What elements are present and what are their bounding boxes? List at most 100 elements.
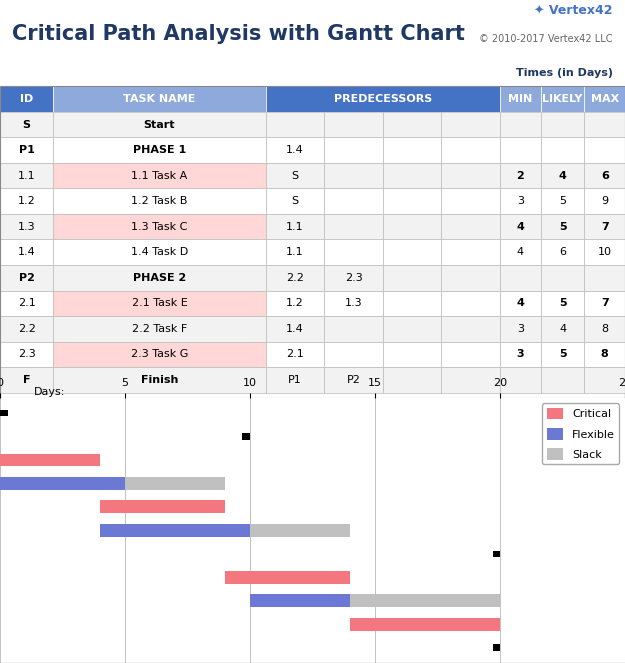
Text: 10: 10 [598, 247, 612, 257]
Text: 7: 7 [601, 298, 609, 308]
Text: 2.3: 2.3 [344, 272, 362, 282]
Text: 5: 5 [559, 221, 566, 231]
FancyBboxPatch shape [0, 341, 53, 367]
Text: 1.1 Task A: 1.1 Task A [131, 170, 188, 180]
FancyBboxPatch shape [584, 214, 625, 239]
Text: 3: 3 [516, 349, 524, 359]
FancyBboxPatch shape [584, 112, 625, 137]
Text: 2.2: 2.2 [286, 272, 304, 282]
FancyBboxPatch shape [324, 188, 382, 214]
FancyBboxPatch shape [541, 367, 584, 392]
FancyBboxPatch shape [541, 239, 584, 265]
FancyBboxPatch shape [266, 265, 324, 290]
FancyBboxPatch shape [441, 137, 500, 163]
FancyBboxPatch shape [382, 137, 441, 163]
Text: Finish: Finish [141, 375, 178, 385]
Text: 3: 3 [517, 324, 524, 334]
FancyBboxPatch shape [500, 316, 541, 341]
Text: P1: P1 [288, 375, 302, 385]
FancyBboxPatch shape [441, 316, 500, 341]
FancyBboxPatch shape [266, 137, 324, 163]
Text: MAX: MAX [591, 94, 619, 104]
Bar [250, 594, 350, 607]
FancyBboxPatch shape [266, 316, 324, 341]
Text: S: S [22, 119, 31, 129]
FancyBboxPatch shape [541, 214, 584, 239]
FancyBboxPatch shape [324, 163, 382, 188]
FancyBboxPatch shape [541, 290, 584, 316]
FancyBboxPatch shape [0, 112, 53, 137]
FancyBboxPatch shape [441, 265, 500, 290]
Text: Days:: Days: [34, 387, 66, 396]
FancyBboxPatch shape [0, 265, 53, 290]
Text: 4: 4 [517, 247, 524, 257]
Text: S: S [291, 196, 299, 206]
Text: 2.1: 2.1 [18, 298, 36, 308]
FancyBboxPatch shape [541, 112, 584, 137]
FancyBboxPatch shape [0, 86, 53, 112]
Text: P2: P2 [19, 272, 34, 282]
Bar [242, 434, 250, 440]
Text: Start: Start [144, 119, 175, 129]
FancyBboxPatch shape [324, 137, 382, 163]
Bar [350, 618, 500, 631]
FancyBboxPatch shape [324, 265, 382, 290]
Text: PREDECESSORS: PREDECESSORS [334, 94, 432, 104]
FancyBboxPatch shape [500, 137, 541, 163]
FancyBboxPatch shape [382, 316, 441, 341]
Bar [492, 644, 500, 651]
FancyBboxPatch shape [53, 163, 266, 188]
FancyBboxPatch shape [584, 341, 625, 367]
FancyBboxPatch shape [584, 239, 625, 265]
Text: 7: 7 [601, 221, 609, 231]
Text: 1.1: 1.1 [18, 170, 36, 180]
Text: 1.2: 1.2 [286, 298, 304, 308]
FancyBboxPatch shape [382, 367, 441, 392]
FancyBboxPatch shape [441, 112, 500, 137]
Text: 2: 2 [516, 170, 524, 180]
FancyBboxPatch shape [266, 112, 324, 137]
Text: ID: ID [20, 94, 33, 104]
Bar [225, 571, 350, 584]
Text: 4: 4 [559, 324, 566, 334]
Text: 8: 8 [601, 324, 608, 334]
FancyBboxPatch shape [541, 137, 584, 163]
FancyBboxPatch shape [382, 239, 441, 265]
FancyBboxPatch shape [441, 239, 500, 265]
FancyBboxPatch shape [500, 86, 541, 112]
Text: 2.1: 2.1 [286, 349, 304, 359]
FancyBboxPatch shape [0, 163, 53, 188]
Text: PHASE 1: PHASE 1 [132, 145, 186, 155]
Text: 1.3: 1.3 [345, 298, 362, 308]
Bar [0, 453, 100, 467]
FancyBboxPatch shape [266, 86, 500, 112]
Bar [125, 477, 225, 490]
FancyBboxPatch shape [584, 316, 625, 341]
Text: 1.4: 1.4 [18, 247, 36, 257]
FancyBboxPatch shape [541, 86, 584, 112]
FancyBboxPatch shape [441, 163, 500, 188]
FancyBboxPatch shape [53, 367, 266, 392]
Text: 6: 6 [601, 170, 609, 180]
Text: LIKELY: LIKELY [542, 94, 582, 104]
FancyBboxPatch shape [0, 367, 53, 392]
FancyBboxPatch shape [500, 265, 541, 290]
FancyBboxPatch shape [53, 214, 266, 239]
FancyBboxPatch shape [382, 341, 441, 367]
FancyBboxPatch shape [53, 112, 266, 137]
Text: 1.4 Task D: 1.4 Task D [131, 247, 188, 257]
FancyBboxPatch shape [584, 367, 625, 392]
FancyBboxPatch shape [0, 137, 53, 163]
FancyBboxPatch shape [441, 214, 500, 239]
Text: 2.3: 2.3 [18, 349, 36, 359]
Bar [100, 524, 250, 537]
Legend: Critical, Flexible, Slack: Critical, Flexible, Slack [542, 403, 619, 464]
FancyBboxPatch shape [541, 265, 584, 290]
Text: 2.3 Task G: 2.3 Task G [131, 349, 188, 359]
FancyBboxPatch shape [324, 316, 382, 341]
FancyBboxPatch shape [266, 163, 324, 188]
FancyBboxPatch shape [266, 290, 324, 316]
Text: 3: 3 [517, 196, 524, 206]
Text: P1: P1 [19, 145, 34, 155]
Text: 1.3 Task C: 1.3 Task C [131, 221, 188, 231]
